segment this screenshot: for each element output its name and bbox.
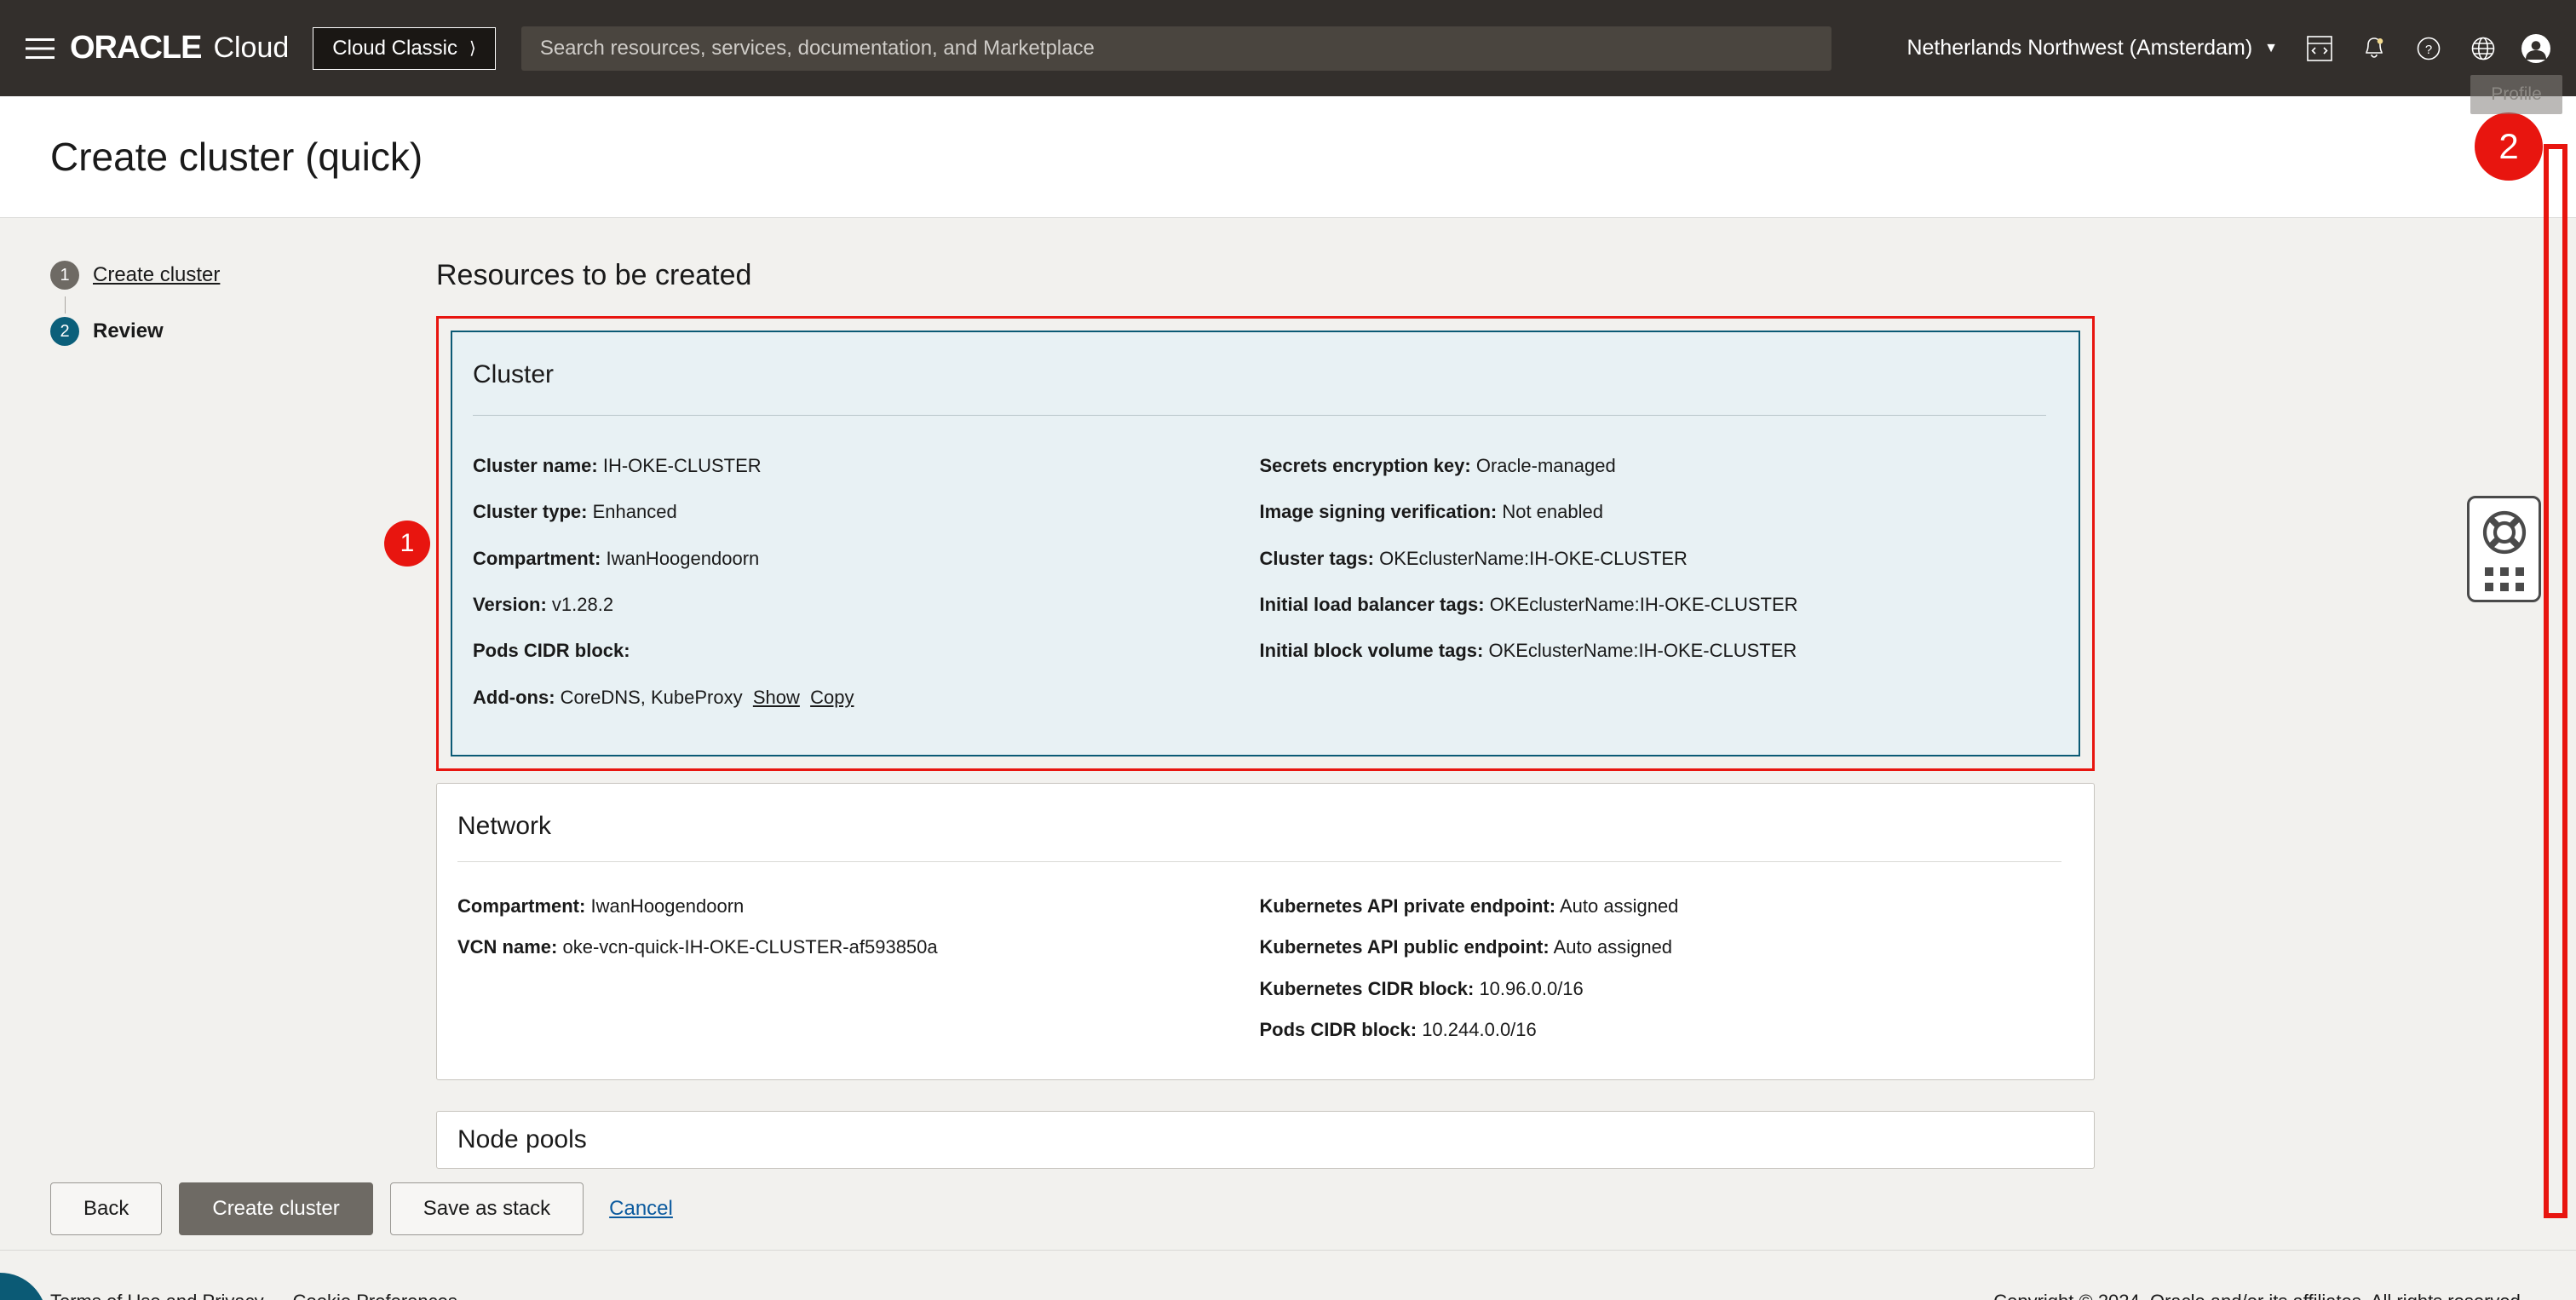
svg-text:?: ? [2425, 43, 2432, 57]
